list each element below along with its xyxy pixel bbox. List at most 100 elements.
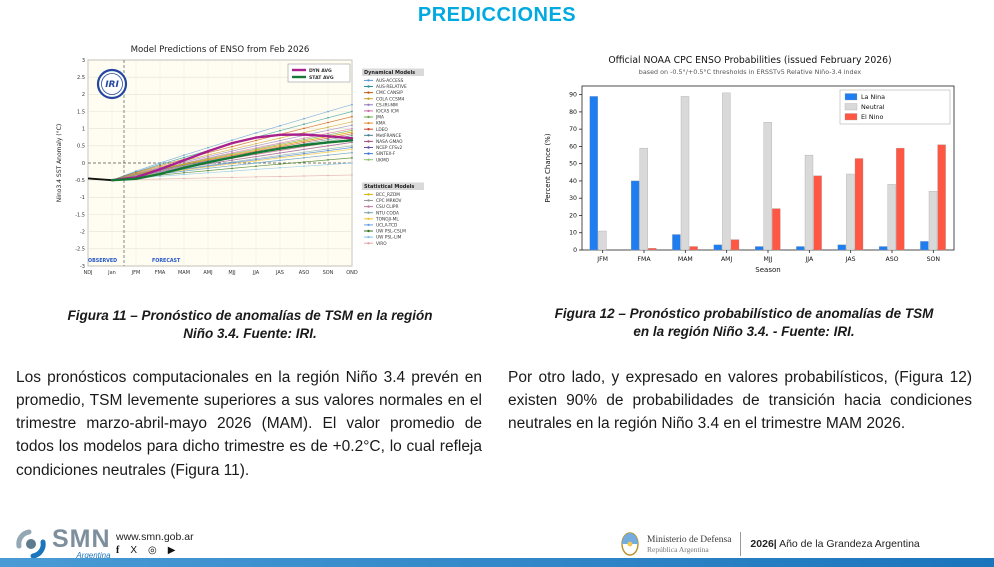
svg-text:Nino3.4 SST Anomaly (°C): Nino3.4 SST Anomaly (°C) <box>56 124 63 202</box>
svg-text:Percent Chance (%): Percent Chance (%) <box>544 133 552 202</box>
svg-text:La Nina: La Nina <box>861 93 885 101</box>
svg-text:Statistical Models: Statistical Models <box>364 184 414 190</box>
social-icons: f X ◎ ▶ <box>116 545 175 556</box>
svg-text:KMA: KMA <box>376 121 386 127</box>
svg-text:-1.5: -1.5 <box>75 212 85 218</box>
footer-divider <box>740 532 742 556</box>
svg-text:2.5: 2.5 <box>77 75 85 81</box>
svg-text:CPC MRKOV: CPC MRKOV <box>376 198 402 204</box>
svg-text:60: 60 <box>569 143 577 150</box>
svg-text:1: 1 <box>82 126 85 132</box>
instagram-icon[interactable]: ◎ <box>148 545 157 556</box>
svg-text:MJJ: MJJ <box>228 270 235 276</box>
svg-text:SON: SON <box>927 256 941 263</box>
svg-text:1.5: 1.5 <box>77 109 85 115</box>
svg-text:STAT AVG: STAT AVG <box>309 75 334 81</box>
svg-text:NTU CODA: NTU CODA <box>376 210 399 216</box>
svg-text:IOCAS ICM: IOCAS ICM <box>376 109 399 115</box>
svg-text:JAS: JAS <box>845 256 856 263</box>
svg-text:MJJ: MJJ <box>764 256 773 263</box>
svg-text:90: 90 <box>569 92 577 99</box>
smn-url-link[interactable]: www.smn.gob.ar <box>116 531 194 543</box>
svg-text:JAS: JAS <box>275 270 284 276</box>
svg-text:MAM: MAM <box>678 256 693 263</box>
svg-text:UCLA-TCD: UCLA-TCD <box>376 223 398 229</box>
bottom-bar <box>0 558 994 567</box>
youtube-icon[interactable]: ▶ <box>167 545 176 556</box>
svg-text:CS-IRI-MM: CS-IRI-MM <box>376 102 398 108</box>
svg-text:CMC CANSIP: CMC CANSIP <box>376 90 403 96</box>
svg-text:UW PSL-CSLM: UW PSL-CSLM <box>376 229 406 235</box>
year-slogan: 2026| Año de la Grandeza Argentina <box>750 538 919 550</box>
svg-text:El Nino: El Nino <box>861 113 883 121</box>
smn-logo: SMN Argentina <box>14 527 111 561</box>
svg-text:OBSERVED: OBSERVED <box>88 258 117 264</box>
figure-11-caption: Figura 11 – Pronóstico de anomalías de T… <box>28 307 472 343</box>
svg-text:0.5: 0.5 <box>77 144 85 150</box>
svg-text:3: 3 <box>82 58 85 64</box>
svg-text:2: 2 <box>82 92 85 98</box>
svg-text:70: 70 <box>569 126 577 133</box>
svg-text:80: 80 <box>569 109 577 116</box>
svg-text:FMA: FMA <box>155 270 166 276</box>
paragraph-left: Los pronósticos computacionales en la re… <box>16 368 482 479</box>
svg-text:ASO: ASO <box>299 270 310 276</box>
svg-text:30: 30 <box>569 195 577 202</box>
svg-text:FORECAST: FORECAST <box>152 258 181 264</box>
svg-text:AUS-ACCESS: AUS-ACCESS <box>376 78 404 84</box>
svg-text:BCC_RZDM: BCC_RZDM <box>376 192 400 198</box>
svg-text:Dynamical Models: Dynamical Models <box>364 70 415 76</box>
svg-text:AMJ: AMJ <box>721 256 733 263</box>
svg-text:Jan: Jan <box>107 270 116 276</box>
facebook-icon[interactable]: f <box>116 545 120 556</box>
svg-text:JJA: JJA <box>252 270 260 276</box>
paragraph-right: Por otro lado, y expresado en valores pr… <box>508 368 972 433</box>
svg-text:20: 20 <box>569 212 577 219</box>
svg-text:10: 10 <box>569 230 577 237</box>
enso-plume-chart: NDJ Jan JFM FMA MAM AMJ MJJ JJA JAS ASO SON OND -3 -2… <box>52 40 472 298</box>
svg-text:UKMO: UKMO <box>376 157 390 163</box>
svg-text:COLA CCSM4: COLA CCSM4 <box>376 96 405 102</box>
svg-text:MAM: MAM <box>178 270 190 276</box>
page-title: PREDICCIONES <box>417 4 577 26</box>
svg-text:FMA: FMA <box>637 256 651 263</box>
svg-text:JMA: JMA <box>375 115 384 121</box>
svg-text:50: 50 <box>569 161 577 168</box>
svg-text:ASO: ASO <box>885 256 898 263</box>
svg-text:Season: Season <box>755 266 780 274</box>
svg-text:OND: OND <box>346 270 358 276</box>
svg-text:JFM: JFM <box>596 256 608 263</box>
svg-text:-2.5: -2.5 <box>75 247 85 253</box>
svg-text:Neutral: Neutral <box>861 103 885 111</box>
argentina-crest-icon <box>621 532 639 556</box>
svg-text:SON: SON <box>323 270 334 276</box>
svg-text:LDEO: LDEO <box>376 127 388 133</box>
svg-text:TONGJI-ML: TONGJI-ML <box>375 216 399 222</box>
x-twitter-icon[interactable]: X <box>130 545 138 556</box>
ministry-block: Ministerio de Defensa República Argentin… <box>620 530 920 558</box>
svg-text:AUS-RELATIVE: AUS-RELATIVE <box>376 84 407 90</box>
year-slogan-year: 2026| <box>750 538 777 550</box>
svg-text:0: 0 <box>573 247 577 254</box>
figure-12-caption-line2: en la región Niño 3.4. - Fuente: IRI. <box>633 324 855 340</box>
svg-text:based on -0.5°/+0.5°C threshol: based on -0.5°/+0.5°C thresholds in ERSS… <box>639 68 862 76</box>
svg-text:CSU CLIPR: CSU CLIPR <box>376 204 398 210</box>
smn-argentina-label: Argentina <box>76 550 111 560</box>
figure-12-caption-line1: Figura 12 – Pronóstico probabilístico de… <box>554 306 934 321</box>
svg-text:NASA GMAO: NASA GMAO <box>376 139 403 145</box>
svg-text:AMJ: AMJ <box>203 270 212 276</box>
svg-text:NDJ: NDJ <box>83 270 92 276</box>
smn-wordmark: SMN <box>52 525 111 554</box>
svg-text:Model Predictions of ENSO from: Model Predictions of ENSO from Feb 2026 <box>131 45 310 55</box>
svg-text:DYN AVG: DYN AVG <box>309 68 332 74</box>
figure-11-caption-line2: Niño 3.4. Fuente: IRI. <box>183 326 317 342</box>
svg-text:0: 0 <box>82 161 85 167</box>
svg-text:UW PSL-LIM: UW PSL-LIM <box>376 235 402 241</box>
svg-text:40: 40 <box>569 178 577 185</box>
svg-text:MetFRANCE: MetFRANCE <box>376 133 401 139</box>
svg-text:-0.5: -0.5 <box>75 178 85 184</box>
smn-swirl-icon <box>16 529 46 559</box>
figure-11-caption-line1: Figura 11 – Pronóstico de anomalías de T… <box>67 308 433 323</box>
svg-text:JJA: JJA <box>804 256 814 263</box>
svg-text:Official NOAA CPC ENSO Probabi: Official NOAA CPC ENSO Probabilities (is… <box>608 55 891 66</box>
